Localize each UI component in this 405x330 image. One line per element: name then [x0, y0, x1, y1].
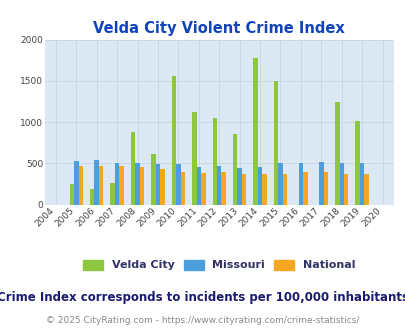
Bar [130, 132, 135, 205]
Bar [119, 166, 124, 205]
Bar [277, 163, 282, 205]
Bar [343, 174, 347, 205]
Bar [359, 163, 364, 205]
Bar [139, 167, 144, 205]
Bar [298, 163, 303, 205]
Bar [176, 164, 180, 205]
Bar [78, 166, 83, 205]
Bar [318, 162, 323, 205]
Bar [90, 189, 94, 205]
Bar [212, 117, 216, 205]
Bar [339, 163, 343, 205]
Bar [151, 154, 156, 205]
Bar [94, 160, 99, 205]
Bar [323, 172, 327, 205]
Bar [232, 134, 237, 205]
Bar [180, 172, 185, 205]
Bar [253, 58, 257, 205]
Bar [354, 121, 359, 205]
Bar [216, 166, 221, 205]
Bar [99, 166, 103, 205]
Legend: Velda City, Missouri, National: Velda City, Missouri, National [83, 260, 355, 270]
Bar [171, 76, 176, 205]
Text: Crime Index corresponds to incidents per 100,000 inhabitants: Crime Index corresponds to incidents per… [0, 290, 405, 304]
Bar [334, 102, 339, 205]
Bar [135, 163, 139, 205]
Bar [282, 174, 286, 205]
Bar [192, 112, 196, 205]
Bar [262, 175, 266, 205]
Bar [257, 167, 262, 205]
Text: © 2025 CityRating.com - https://www.cityrating.com/crime-statistics/: © 2025 CityRating.com - https://www.city… [46, 315, 359, 325]
Bar [241, 174, 246, 205]
Bar [196, 167, 200, 205]
Bar [160, 169, 164, 205]
Bar [364, 174, 368, 205]
Bar [200, 173, 205, 205]
Bar [69, 184, 74, 205]
Bar [110, 183, 115, 205]
Bar [303, 172, 307, 205]
Title: Velda City Violent Crime Index: Velda City Violent Crime Index [93, 21, 344, 36]
Bar [237, 168, 241, 205]
Bar [156, 164, 160, 205]
Bar [273, 81, 277, 205]
Bar [115, 163, 119, 205]
Bar [74, 161, 78, 205]
Bar [221, 172, 226, 205]
